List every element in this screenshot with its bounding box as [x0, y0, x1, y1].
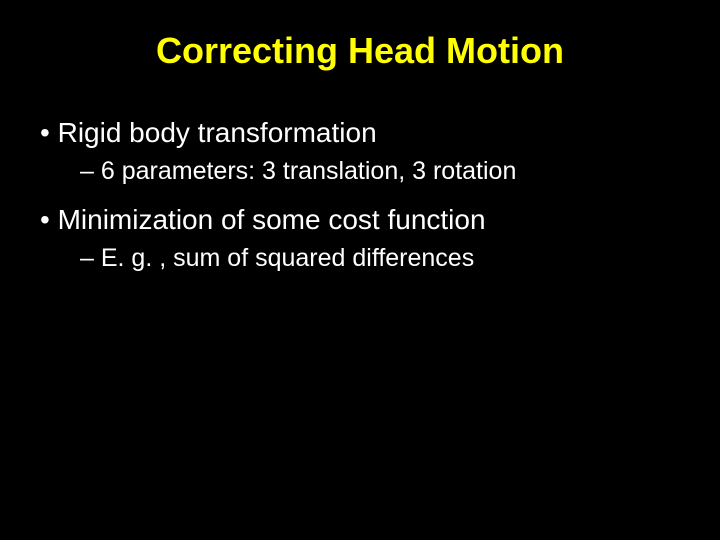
bullet-subitem: E. g. , sum of squared differences	[30, 244, 690, 273]
bullet-item: Minimization of some cost function	[30, 204, 690, 236]
slide-container: Correcting Head Motion Rigid body transf…	[0, 0, 720, 540]
slide-title: Correcting Head Motion	[30, 30, 690, 72]
bullet-subitem: 6 parameters: 3 translation, 3 rotation	[30, 157, 690, 186]
bullet-item: Rigid body transformation	[30, 117, 690, 149]
